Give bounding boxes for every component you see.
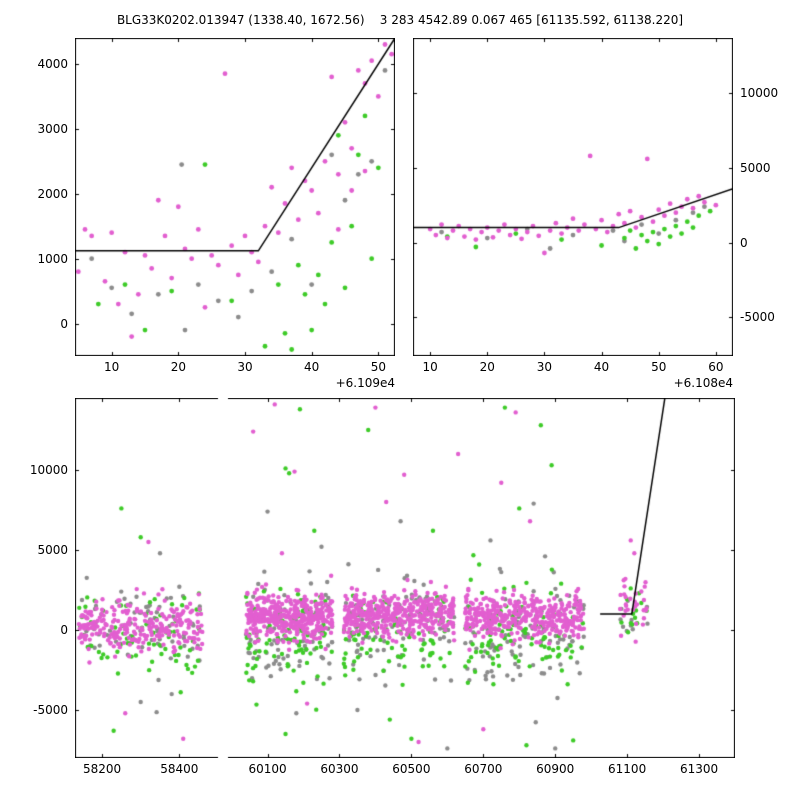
- x-tick-label: 60300: [320, 762, 359, 776]
- x-tick-label: 60100: [248, 762, 287, 776]
- x-tick-label: 10: [422, 360, 438, 374]
- x-tick-label: 61300: [679, 762, 719, 776]
- x-tick-label: 10: [104, 360, 120, 374]
- y-tick-label: 4000: [37, 56, 68, 71]
- y-tick-label: 5000: [37, 543, 68, 557]
- y-tick-label: 0: [60, 623, 68, 637]
- x-tick-label: 58200: [82, 762, 122, 776]
- x-tick-label: 20: [479, 360, 495, 374]
- x-tick-label: 30: [536, 360, 553, 374]
- y-tick-label: 0: [740, 235, 748, 250]
- axis-offset-label: +6.109e4: [335, 376, 395, 390]
- axis-offset-label: +6.108e4: [673, 376, 733, 390]
- plot-main-canvas: [75, 398, 735, 758]
- y-tick-label: 1000: [37, 251, 68, 266]
- x-tick-label: 60700: [464, 762, 503, 776]
- x-tick-label: 20: [170, 360, 186, 374]
- y-tick-label: 10000: [740, 86, 779, 101]
- x-tick-label: 30: [237, 360, 253, 374]
- y-tick-label: 2000: [37, 186, 68, 201]
- x-tick-label: 60500: [392, 762, 431, 776]
- y-tick-label: -5000: [33, 703, 68, 717]
- x-tick-label: 61100: [608, 762, 647, 776]
- x-tick-label: 50: [370, 360, 386, 374]
- x-tick-label: 40: [304, 360, 320, 374]
- y-tick-label: 0: [60, 316, 68, 331]
- plot-inset-left-canvas: [75, 38, 395, 356]
- x-tick-label: 50: [651, 360, 667, 374]
- y-tick-label: 5000: [740, 160, 771, 175]
- y-tick-label: -5000: [740, 310, 775, 325]
- x-tick-label: 60: [708, 360, 724, 374]
- x-tick-label: 60900: [536, 762, 575, 776]
- y-tick-label: 3000: [37, 121, 68, 136]
- x-tick-label: 40: [593, 360, 610, 374]
- plot-inset-right-canvas: [413, 38, 733, 356]
- figure-title: BLG33K0202.013947 (1338.40, 1672.56) 3 2…: [116, 13, 684, 27]
- x-tick-label: 58400: [160, 762, 199, 776]
- y-tick-label: 10000: [29, 463, 68, 477]
